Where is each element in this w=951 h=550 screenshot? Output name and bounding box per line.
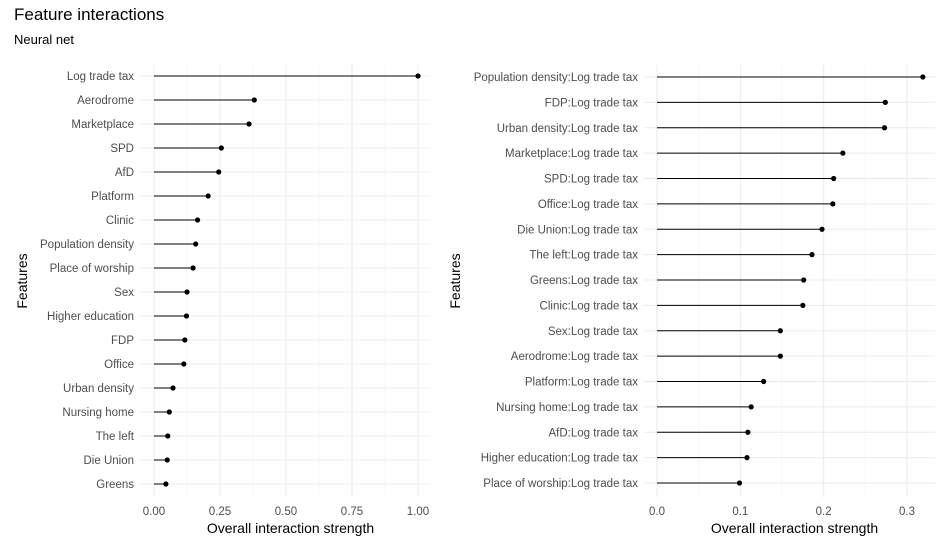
lollipop-point xyxy=(165,433,171,439)
y-tick-label: Greens:Log trade tax xyxy=(530,275,638,287)
lollipop-point xyxy=(736,480,743,486)
y-tick-label: Nursing home xyxy=(62,407,134,419)
y-tick-label: Nursing home:Log trade tax xyxy=(496,402,638,414)
y-axis-title: Features xyxy=(14,253,30,308)
y-tick-label: AfD xyxy=(115,167,134,179)
x-tick-label: 0.2 xyxy=(816,506,832,518)
lollipop-point xyxy=(819,226,825,232)
lollipop-point xyxy=(777,328,783,334)
lollipop-point xyxy=(800,302,806,308)
y-tick-label: Die Union:Log trade tax xyxy=(517,224,638,236)
y-tick-label: Population density xyxy=(40,239,134,251)
y-tick-label: The left:Log trade tax xyxy=(529,250,638,262)
y-tick-label: Platform xyxy=(91,191,134,203)
lollipop-point xyxy=(218,145,224,151)
lollipop-point xyxy=(193,241,199,247)
lollipop-point xyxy=(777,353,783,359)
lollipop-point xyxy=(164,457,170,463)
y-tick-label: AfD:Log trade tax xyxy=(549,427,639,439)
x-tick-label: 0.00 xyxy=(143,506,165,518)
lollipop-point xyxy=(183,313,190,319)
y-tick-label: Aerodrome xyxy=(77,95,134,107)
lollipop-point xyxy=(190,265,196,271)
y-tick-label: Higher education xyxy=(47,311,134,323)
chart-panel-2: Population density:Log trade tax FDP:Log … xyxy=(447,65,935,536)
y-tick-label: The left xyxy=(96,431,135,443)
y-tick-label: Platform:Log trade tax xyxy=(525,377,638,389)
y-tick-label: Marketplace:Log trade tax xyxy=(505,148,638,160)
lollipop-point xyxy=(748,404,754,410)
lollipop-point xyxy=(166,409,172,415)
lollipop-point xyxy=(809,252,815,258)
x-tick-label: 0.0 xyxy=(649,506,665,518)
y-tick-label: FDP xyxy=(111,335,134,347)
y-tick-label: Urban density xyxy=(63,383,134,395)
y-tick-label: Sex xyxy=(114,287,134,299)
lollipop-point xyxy=(830,201,836,207)
lollipop-point xyxy=(246,121,252,127)
y-tick-label: Urban density:Log trade tax xyxy=(497,123,639,135)
lollipop-point xyxy=(761,378,767,385)
lollipop-point xyxy=(881,125,888,131)
lollipop-point xyxy=(882,99,888,105)
x-tick-label: 0.75 xyxy=(341,506,363,518)
lollipop-point xyxy=(205,193,211,199)
lollipop-point xyxy=(182,337,188,343)
y-tick-label: Aerodrome:Log trade tax xyxy=(511,351,638,363)
chart-title: Feature interactions xyxy=(14,5,165,24)
y-tick-label: Population density:Log trade tax xyxy=(474,72,639,84)
y-tick-label: Place of worship:Log trade tax xyxy=(483,478,638,490)
lollipop-point xyxy=(184,289,190,295)
lollipop-point xyxy=(251,97,257,103)
y-tick-label: SPD xyxy=(110,143,134,155)
y-tick-label: Clinic:Log trade tax xyxy=(540,300,639,312)
lollipop-point xyxy=(840,150,846,156)
x-tick-label: 0.25 xyxy=(209,506,231,518)
lollipop-point xyxy=(744,455,750,461)
lollipop-point xyxy=(216,169,222,175)
x-tick-label: 0.1 xyxy=(732,506,748,518)
y-tick-label: Marketplace xyxy=(71,119,134,131)
lollipop-point xyxy=(163,481,169,487)
lollipop-point xyxy=(920,74,926,80)
chart-subtitle: Neural net xyxy=(14,32,74,47)
y-tick-label: Clinic xyxy=(106,215,134,227)
chart-panel-1: Log trade tax Aerodrome Marketplace SPD AfD P… xyxy=(14,65,431,536)
y-tick-label: FDP:Log trade tax xyxy=(545,97,639,109)
y-tick-label: Office xyxy=(104,359,134,371)
x-tick-label: 0.50 xyxy=(275,506,297,518)
x-axis-title: Overall interaction strength xyxy=(207,520,374,536)
lollipop-point xyxy=(745,429,751,435)
y-tick-label: Die Union xyxy=(84,455,135,467)
y-tick-label: Log trade tax xyxy=(67,71,134,83)
y-tick-label: Place of worship xyxy=(50,263,134,275)
y-axis-title: Features xyxy=(447,253,463,308)
y-tick-label: Higher education:Log trade tax xyxy=(481,453,639,465)
lollipop-point xyxy=(170,385,176,391)
x-tick-label: 0.3 xyxy=(899,506,915,518)
y-tick-label: Sex:Log trade tax xyxy=(548,326,638,338)
lollipop-point xyxy=(194,217,201,223)
x-tick-label: 1.00 xyxy=(407,506,429,518)
lollipop-point xyxy=(415,73,421,79)
y-tick-label: SPD:Log trade tax xyxy=(544,174,638,186)
lollipop-point xyxy=(801,277,807,283)
lollipop-point xyxy=(831,175,837,182)
y-tick-label: Office:Log trade tax xyxy=(538,199,638,211)
y-tick-label: Greens xyxy=(96,479,134,491)
x-axis-title: Overall interaction strength xyxy=(711,520,878,536)
lollipop-point xyxy=(181,361,187,367)
